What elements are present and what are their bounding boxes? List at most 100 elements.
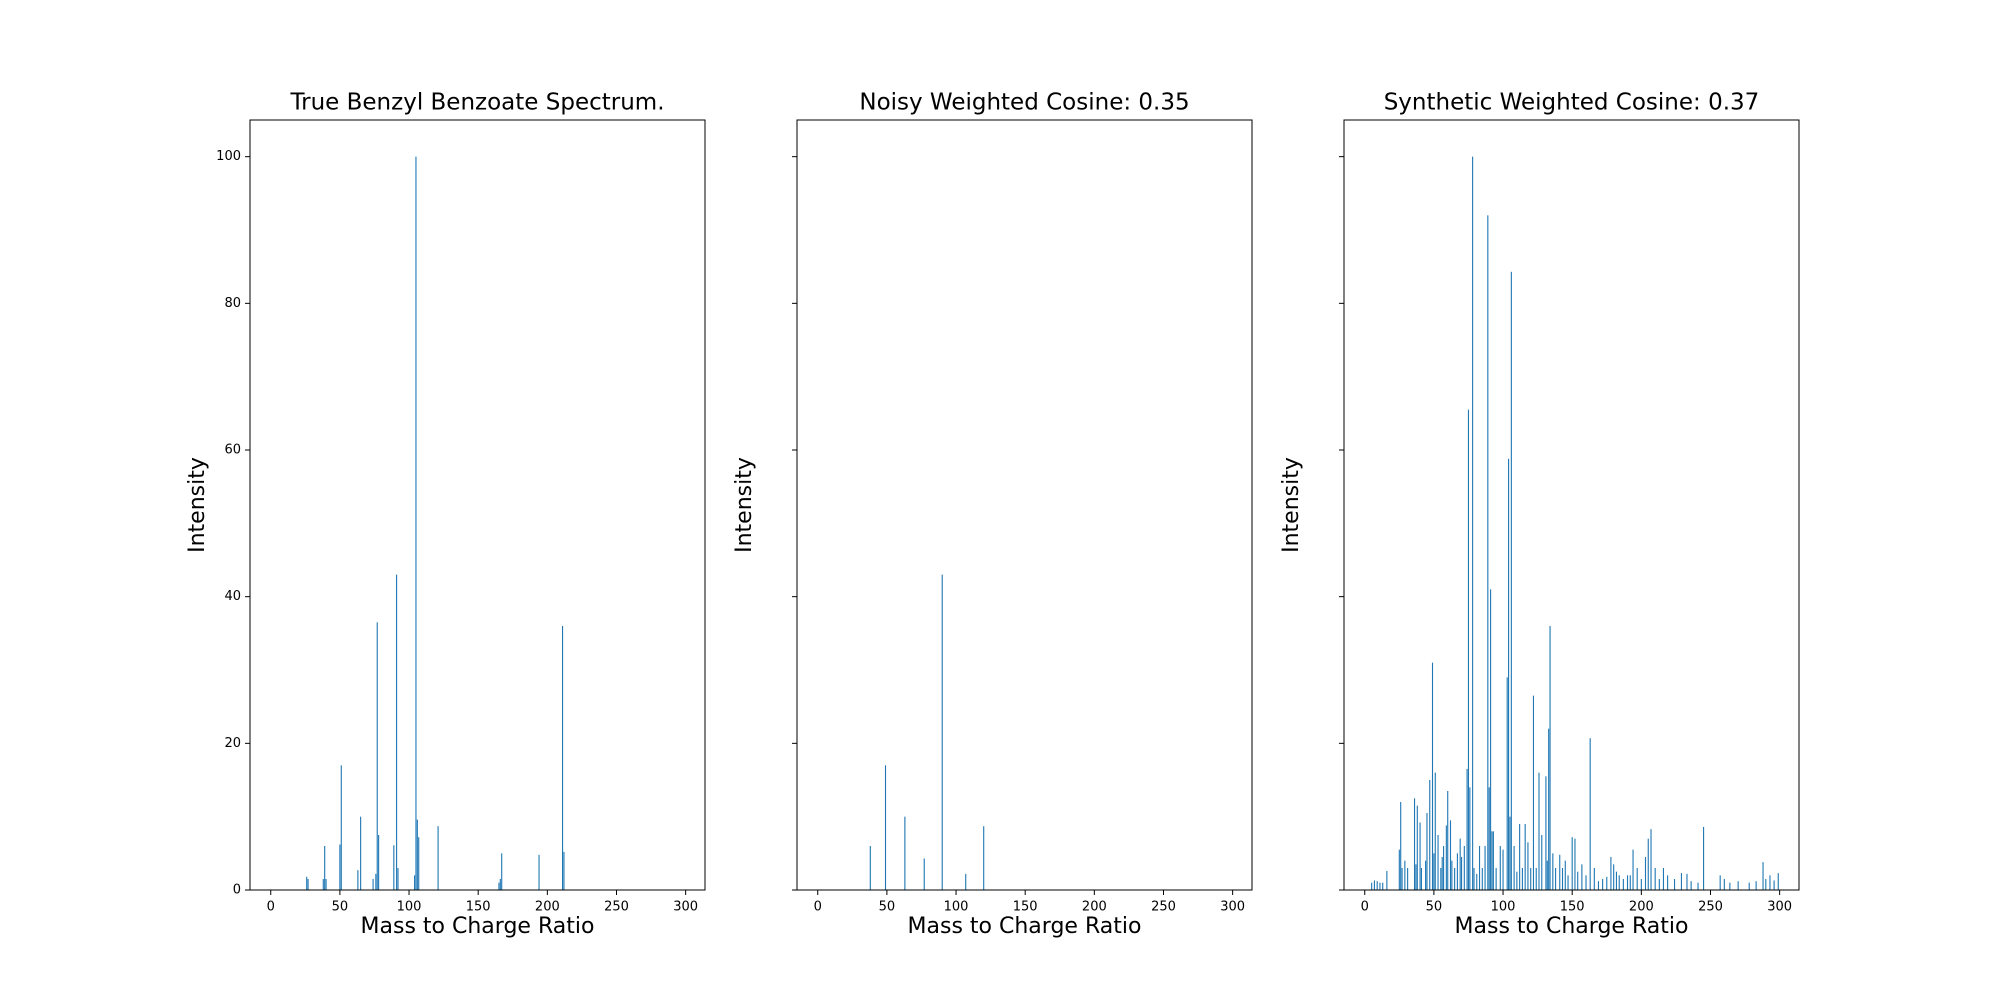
bar <box>1445 825 1447 890</box>
x-tick-label: 200 <box>535 900 560 915</box>
bar <box>1686 873 1688 890</box>
bar <box>1463 846 1465 890</box>
bar <box>1386 870 1388 890</box>
bar <box>1658 879 1660 890</box>
bar <box>983 826 985 890</box>
bar <box>1610 857 1612 890</box>
bar <box>1510 271 1512 890</box>
x-tick-label: 50 <box>1426 900 1443 915</box>
y-axis-label: Intensity <box>732 457 757 553</box>
bar <box>1499 846 1501 890</box>
bar <box>1697 882 1699 890</box>
bar <box>1629 875 1631 890</box>
bar <box>306 876 308 890</box>
bar <box>393 845 395 890</box>
bar <box>1615 871 1617 890</box>
bar <box>1535 868 1537 890</box>
bar <box>1488 787 1490 890</box>
x-tick-label: 150 <box>466 900 491 915</box>
bar <box>904 816 906 890</box>
bar <box>1532 695 1535 890</box>
plot-frame <box>796 119 1253 891</box>
bar <box>418 837 420 890</box>
bar <box>1589 738 1591 890</box>
bar <box>1640 879 1642 890</box>
x-tick-label: 150 <box>1560 900 1585 915</box>
bar <box>360 816 362 890</box>
bar <box>1472 156 1474 890</box>
x-axis-label: Mass to Charge Ratio <box>1455 914 1689 939</box>
bar <box>499 879 501 890</box>
bar <box>376 622 378 890</box>
bar <box>378 835 380 890</box>
bar <box>1495 868 1497 890</box>
bar <box>414 875 416 890</box>
y-tick-label: 100 <box>216 149 241 164</box>
bar <box>1433 853 1435 890</box>
bar <box>1632 849 1634 890</box>
bar <box>1654 868 1656 890</box>
bar <box>1434 772 1436 890</box>
bar <box>1574 838 1576 890</box>
bar <box>1437 835 1439 890</box>
bar <box>1466 769 1468 890</box>
bar <box>923 858 925 890</box>
bar <box>1449 820 1452 890</box>
x-tick-label: 250 <box>1698 900 1723 915</box>
bar <box>1561 868 1564 890</box>
bar <box>1502 849 1504 890</box>
bar <box>1508 458 1510 890</box>
bar <box>1440 868 1442 890</box>
bar <box>1398 849 1400 890</box>
x-tick-label: 100 <box>1491 900 1516 915</box>
bar <box>1548 728 1550 890</box>
bar <box>1541 835 1543 890</box>
bar <box>1509 816 1511 890</box>
bar <box>1622 879 1624 890</box>
bar <box>1673 879 1676 890</box>
bar <box>1425 860 1427 890</box>
chart-title: True Benzyl Benzoate Spectrum. <box>289 90 664 116</box>
bar <box>1703 826 1705 890</box>
bar <box>1441 857 1443 890</box>
bar <box>416 819 418 890</box>
bar <box>1469 787 1471 890</box>
bar <box>372 879 374 890</box>
x-tick-label: 250 <box>1151 900 1176 915</box>
bar <box>1571 837 1573 890</box>
bar <box>1473 868 1475 890</box>
bar <box>1549 626 1551 890</box>
bar <box>1426 813 1428 890</box>
y-axis-label: Intensity <box>185 457 210 553</box>
y-tick-label: 0 <box>233 883 241 898</box>
x-tick-label: 50 <box>332 900 349 915</box>
bar <box>1491 831 1493 890</box>
bar <box>1382 882 1384 890</box>
bar <box>1662 868 1665 890</box>
bar <box>1429 780 1431 890</box>
bar <box>1597 881 1600 890</box>
bar <box>1538 772 1540 890</box>
bar <box>1765 879 1767 890</box>
bar <box>1559 854 1561 890</box>
bar <box>325 879 327 890</box>
bar <box>1769 875 1771 890</box>
bar <box>1451 860 1453 890</box>
bar <box>1581 864 1583 890</box>
bar <box>498 882 500 890</box>
bar <box>1487 215 1489 891</box>
bar <box>1492 831 1494 890</box>
y-tick-label: 40 <box>224 589 241 604</box>
bar <box>501 853 503 890</box>
bar <box>1506 677 1508 890</box>
x-tick-label: 50 <box>879 900 896 915</box>
bar <box>1667 875 1669 890</box>
bar <box>1456 853 1458 890</box>
bar <box>1748 882 1750 890</box>
bar <box>1461 857 1463 890</box>
x-tick-label: 150 <box>1013 900 1038 915</box>
x-tick-label: 200 <box>1082 900 1107 915</box>
bar <box>884 765 887 890</box>
bar <box>1459 838 1461 890</box>
